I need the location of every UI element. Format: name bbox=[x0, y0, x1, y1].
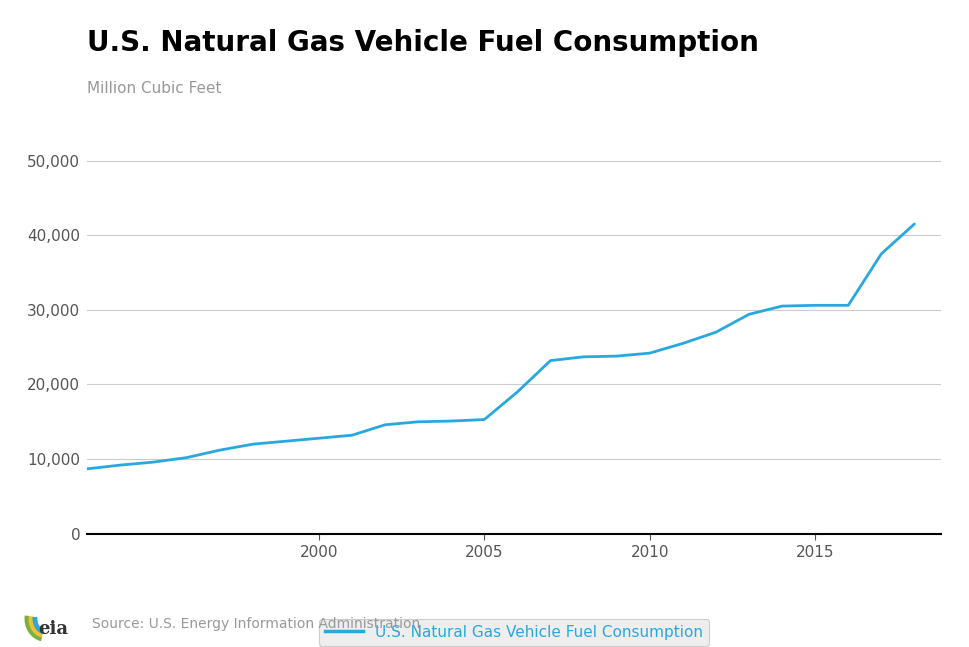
Legend: U.S. Natural Gas Vehicle Fuel Consumption: U.S. Natural Gas Vehicle Fuel Consumptio… bbox=[319, 619, 708, 646]
Text: eia: eia bbox=[39, 620, 69, 638]
Text: U.S. Natural Gas Vehicle Fuel Consumption: U.S. Natural Gas Vehicle Fuel Consumptio… bbox=[87, 29, 759, 57]
Text: Source: U.S. Energy Information Administration: Source: U.S. Energy Information Administ… bbox=[92, 617, 420, 631]
Text: Million Cubic Feet: Million Cubic Feet bbox=[87, 81, 222, 96]
